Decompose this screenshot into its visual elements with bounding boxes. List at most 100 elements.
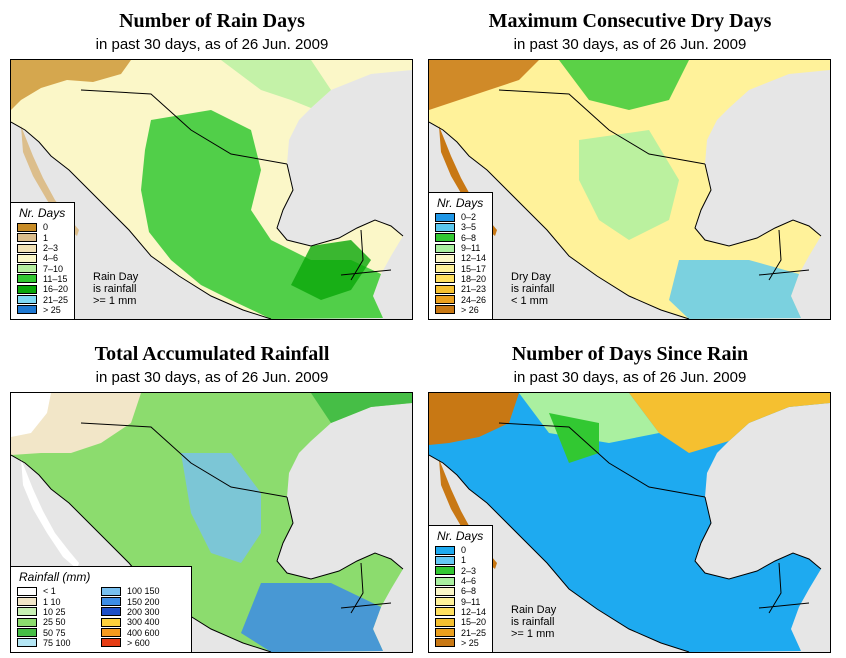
legend-swatch [17, 222, 37, 232]
legend-swatch [17, 233, 37, 243]
legend-swatch [435, 253, 455, 263]
legend-swatch [435, 264, 455, 274]
legend-item: 300 400 [101, 617, 179, 627]
map-rain-days: Nr. Days 0 1 2–3 4–6 7–10 11–15 16–20 21–25 > 25… [10, 59, 413, 320]
legend-swatch [101, 628, 121, 638]
legend-item: 9–11 [435, 597, 486, 607]
legend-item: 15–17 [435, 264, 486, 274]
note-line: >= 1 mm [511, 628, 555, 640]
legend-item: 0 [17, 222, 68, 232]
legend-label: 16–20 [43, 284, 69, 295]
legend-item: 400 600 [101, 627, 179, 638]
coastline [11, 121, 404, 319]
legend-swatch [17, 253, 37, 263]
legend-label: 300 400 [127, 617, 160, 628]
legend-label: 7–10 [43, 263, 64, 274]
map-graphic [429, 60, 830, 319]
legend-label: 6–8 [461, 232, 477, 243]
legend-item: > 26 [435, 305, 486, 315]
legend-label: 21–25 [43, 294, 69, 305]
legend-item: 1 [17, 233, 68, 243]
legend-swatch [435, 597, 455, 607]
panel-title: Total Accumulated Rainfall [94, 343, 330, 365]
legend-swatch [17, 295, 37, 305]
legend-item: 3–5 [435, 222, 486, 232]
legend-swatch [435, 284, 455, 294]
legend-label: 12–14 [461, 253, 487, 264]
legend-label: 21–25 [461, 627, 487, 638]
legend-label: > 600 [127, 637, 150, 648]
legend-item: 4–6 [17, 253, 68, 263]
legend-swatch [435, 628, 455, 638]
region-high [181, 453, 261, 563]
legend-item: 4–6 [435, 576, 486, 586]
borders [498, 422, 810, 614]
legend-item: 7–10 [17, 264, 68, 274]
legend-label: 4–6 [461, 576, 477, 587]
note-line: is rainfall [511, 616, 555, 628]
legend-item: < 1 [17, 586, 95, 596]
legend-label: < 1 [43, 586, 56, 597]
legend-label: 3–5 [461, 222, 477, 233]
region-very-dry [429, 393, 519, 445]
legend-item: 0–2 [435, 212, 486, 222]
legend-label: > 26 [461, 304, 479, 315]
legend-swatch [435, 566, 455, 576]
borders [80, 422, 392, 614]
note-line: >= 1 mm [93, 295, 137, 307]
panel-rain-days: Number of Rain Days in past 30 days, as … [2, 0, 422, 325]
map-days-since-rain: Nr. Days 0 1 2–3 4–6 6–8 9–11 12–14 15–20 21–25 >… [428, 392, 831, 653]
region-very-dry [429, 60, 539, 110]
legend-item: 21–25 [17, 294, 69, 305]
legend-note: Rain Day is rainfall >= 1 mm [511, 604, 556, 640]
legend-swatch [101, 586, 121, 596]
note-line: Dry Day [511, 271, 551, 283]
legend-label: 2–3 [43, 243, 59, 254]
legend-title: Rainfall (mm) [19, 570, 91, 585]
legend-swatch [17, 284, 37, 294]
legend-label: 1 [461, 555, 467, 566]
legend-swatch [435, 638, 455, 648]
region-mid [311, 393, 412, 423]
legend-note: Rain Day is rainfall >= 1 mm [93, 271, 138, 307]
legend-rows: 0 1 2–3 4–6 7–10 11–15 16–20 21–25 > 25 [17, 222, 68, 315]
legend-item: 10 25 [17, 607, 95, 617]
legend-label: 50 75 [43, 627, 66, 638]
panel-subtitle: in past 30 days, as of 26 Jun. 2009 [513, 36, 747, 53]
legend-item: 16–20 [17, 284, 68, 294]
legend-swatch [17, 617, 37, 627]
baja-peninsula [21, 459, 79, 569]
legend-label: 0 [461, 545, 467, 556]
borders [80, 89, 392, 281]
legend-item: 200 300 [101, 607, 179, 617]
legend-item: 2–3 [435, 566, 486, 576]
legend-item: 100 150 [101, 586, 179, 596]
note-line: < 1 mm [511, 295, 548, 307]
region-minimal [11, 393, 51, 437]
legend-swatch [17, 628, 37, 638]
region-moderate [519, 393, 659, 443]
note-line: Rain Day [93, 271, 139, 283]
legend-swatch [101, 617, 121, 627]
region-short-dry [559, 60, 689, 110]
legend: Nr. Days 0 1 2–3 4–6 6–8 9–11 12–14 15–20 21–25 >… [429, 525, 494, 652]
legend-swatch [435, 586, 455, 596]
legend-swatch [101, 638, 121, 648]
legend-label: 25 50 [43, 617, 66, 628]
coastline [11, 454, 404, 652]
legend-swatch [435, 212, 455, 222]
panel-subtitle: in past 30 days, as of 26 Jun. 2009 [95, 369, 329, 386]
legend-label: 4–6 [43, 253, 59, 264]
legend-swatch [17, 607, 37, 617]
legend-item: 2–3 [17, 243, 68, 253]
legend-label: 15–20 [461, 617, 487, 628]
legend-swatch [435, 233, 455, 243]
legend-label: 24–26 [461, 294, 487, 305]
panel-title: Number of Rain Days [119, 10, 305, 32]
legend-item: 1 [435, 555, 486, 565]
legend-item: 12–14 [435, 253, 486, 263]
